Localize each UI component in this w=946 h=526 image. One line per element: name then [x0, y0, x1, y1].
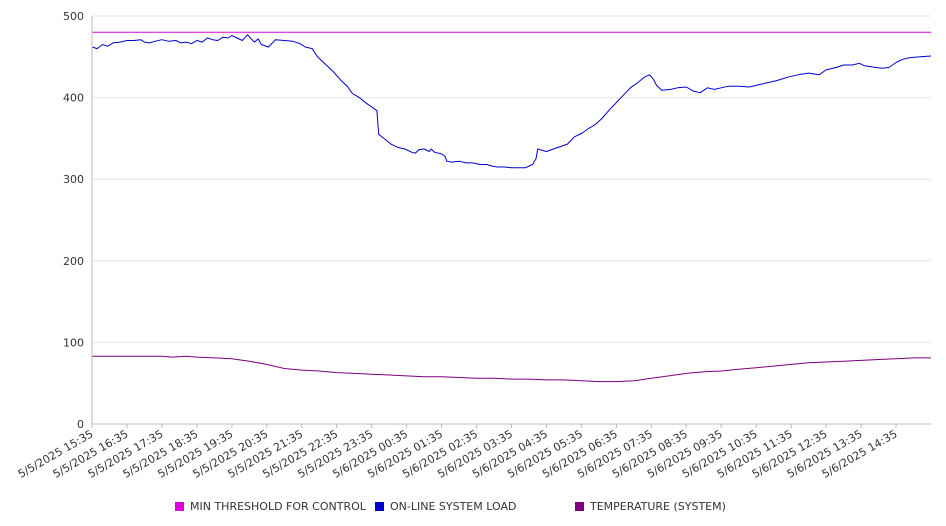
y-tick-label-200: 200 [63, 255, 84, 268]
legend-label-threshold: MIN THRESHOLD FOR CONTROL [190, 499, 366, 513]
series-lines [91, 31, 932, 383]
legend-label-temperature: TEMPERATURE (SYSTEM) [590, 499, 726, 513]
legend-swatch-threshold [175, 501, 184, 511]
y-tick-labels: 0 100 200 300 400 500 [63, 10, 84, 431]
series-line-load [91, 34, 932, 169]
legend-swatch-temperature [575, 501, 584, 511]
grid-lines [92, 15, 931, 343]
legend-label-load: ON-LINE SYSTEM LOAD [390, 499, 517, 513]
legend-item-load[interactable]: ON-LINE SYSTEM LOAD [375, 498, 516, 514]
y-tick-label-300: 300 [63, 173, 84, 186]
legend-swatch-load [375, 501, 384, 511]
series-line-temperature [92, 355, 931, 383]
y-tick-label-100: 100 [63, 336, 84, 349]
x-tick-labels: 5/5/2025 15:355/5/2025 16:355/5/2025 17:… [16, 424, 900, 481]
y-tick-label-0: 0 [77, 418, 84, 431]
legend: MIN THRESHOLD FOR CONTROL ON-LINE SYSTEM… [0, 498, 946, 514]
y-tick-label-500: 500 [63, 10, 84, 23]
legend-item-threshold[interactable]: MIN THRESHOLD FOR CONTROL [175, 498, 366, 514]
legend-item-temperature[interactable]: TEMPERATURE (SYSTEM) [575, 498, 726, 514]
y-tick-label-400: 400 [63, 92, 84, 105]
